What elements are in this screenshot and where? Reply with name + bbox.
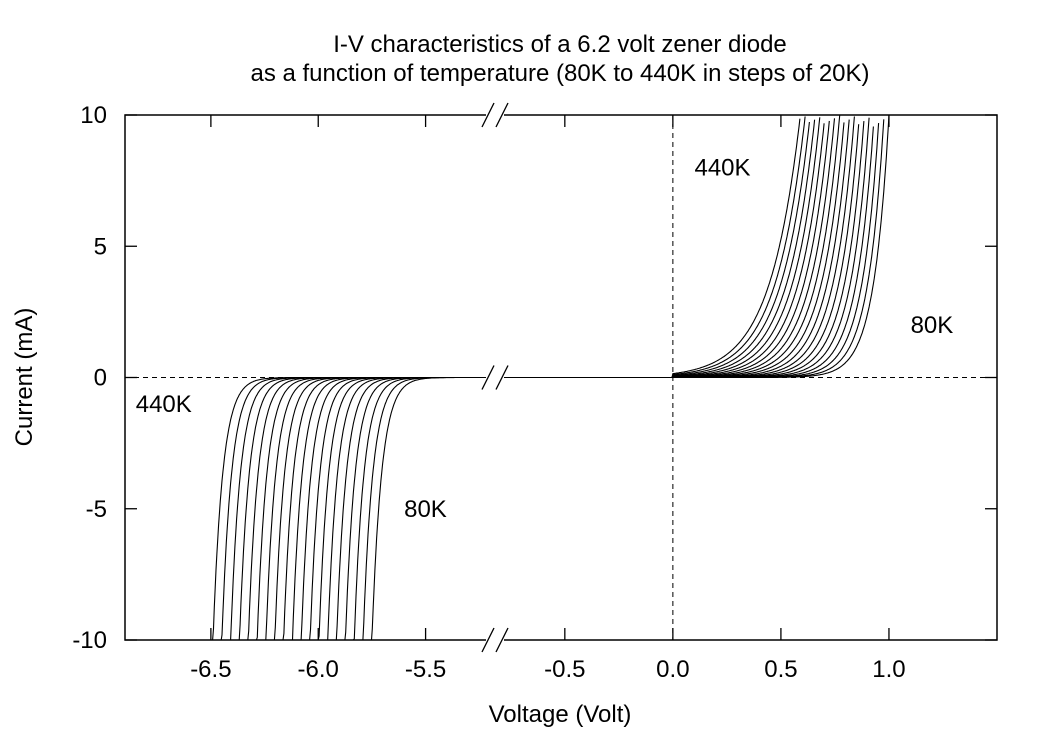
- break-gap-top: [486, 113, 504, 118]
- break-slash: [495, 102, 509, 128]
- x-tick-label: -5.5: [405, 656, 446, 683]
- series-curve-320K: [125, 120, 830, 641]
- series-curve-260K: [125, 122, 845, 641]
- x-tick-label: 0.0: [656, 656, 689, 683]
- break-slash: [481, 627, 495, 653]
- break-slash: [495, 365, 509, 390]
- y-tick-label: 5: [94, 233, 107, 260]
- x-tick-label: -6.5: [190, 656, 231, 683]
- x-tick-label: -6.0: [298, 656, 339, 683]
- annotation-forward-80K: 80K: [911, 312, 954, 339]
- x-tick-label: 0.5: [764, 656, 797, 683]
- series-curve-420K: [125, 116, 806, 641]
- chart-subtitle: as a function of temperature (80K to 440…: [250, 60, 869, 87]
- series-curve-400K: [125, 121, 810, 641]
- series-curve-360K: [125, 117, 821, 641]
- axis-ticks: -6.5 -6.0 -5.5 -0.5 0.0 0.5 1.0 10 5 0 -5 -10: [72, 102, 997, 683]
- series-curve-200K: [125, 124, 860, 641]
- y-tick-label: 10: [80, 102, 107, 129]
- chart-title: I-V characteristics of a 6.2 volt zener …: [333, 31, 787, 58]
- series-curve-180K: [125, 121, 865, 641]
- y-tick-label: -5: [86, 496, 107, 523]
- series-curve-440K: [125, 118, 801, 641]
- x-tick-label: 1.0: [872, 656, 905, 683]
- annotation-reverse-80K: 80K: [404, 496, 447, 523]
- break-slash: [495, 627, 509, 653]
- break-slash: [481, 102, 495, 128]
- y-axis-title: Current (mA): [11, 308, 38, 447]
- annotations: 440K 80K 440K 80K: [136, 155, 954, 523]
- series-curve-100K: [125, 119, 885, 641]
- y-tick-label: 0: [94, 365, 107, 392]
- x-tick-label: -0.5: [544, 656, 585, 683]
- x-axis-title: Voltage (Volt): [489, 701, 632, 728]
- series-curve-340K: [125, 123, 825, 641]
- series-group: [125, 114, 890, 641]
- break-slash: [481, 365, 495, 390]
- break-gap-zero: [486, 374, 504, 381]
- annotation-forward-440K: 440K: [694, 155, 750, 182]
- series-curve-300K: [125, 118, 836, 641]
- series-curve-380K: [125, 119, 816, 641]
- y-tick-label: -10: [72, 627, 107, 654]
- axis-break: [481, 102, 509, 653]
- annotation-reverse-440K: 440K: [136, 391, 192, 418]
- break-gap-bottom: [486, 638, 504, 643]
- series-curve-120K: [125, 123, 880, 641]
